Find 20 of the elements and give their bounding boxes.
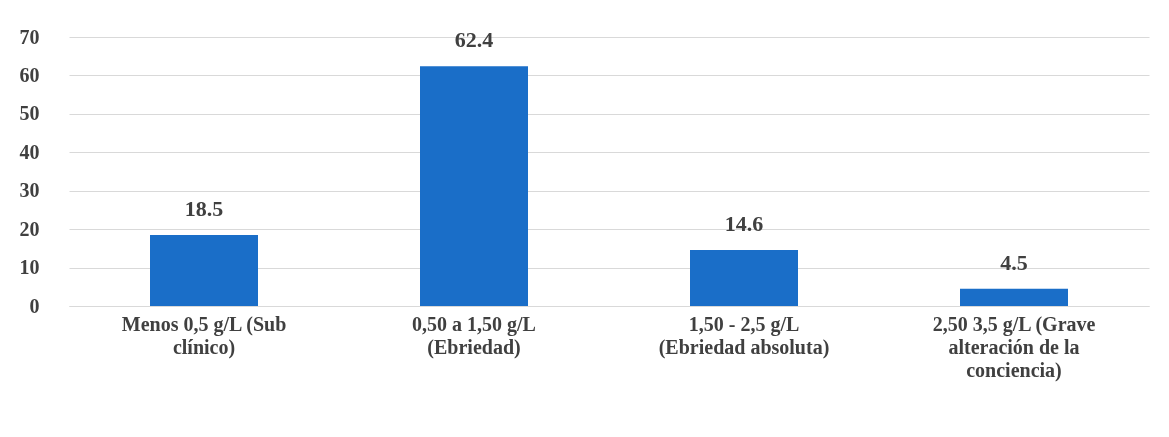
y-tick-label: 60 bbox=[19, 63, 40, 86]
data-label: 62.4 bbox=[454, 27, 494, 53]
bar bbox=[150, 234, 258, 306]
data-label: 4.5 bbox=[1000, 249, 1028, 275]
data-label: 14.6 bbox=[724, 210, 764, 236]
bar bbox=[960, 288, 1068, 306]
y-tick-label: 10 bbox=[19, 256, 40, 279]
y-tick-label: 40 bbox=[19, 140, 40, 163]
x-tick-label: 0,50 a 1,50 g/L (Ebriedad) bbox=[412, 312, 536, 359]
x-tick-label: Menos 0,5 g/L (Sub clínico) bbox=[121, 312, 287, 359]
y-tick-label: 30 bbox=[19, 179, 40, 202]
x-tick-label: 1,50 - 2,5 g/L (Ebriedad absoluta) bbox=[658, 312, 830, 359]
y-tick-label: 70 bbox=[19, 25, 40, 48]
x-tick-label: 2,50 3,5 g/L (Grave alteración de la conciencia) bbox=[932, 312, 1096, 382]
y-tick-label: 0 bbox=[29, 294, 40, 317]
y-tick-label: 20 bbox=[19, 217, 40, 240]
bar bbox=[690, 249, 798, 306]
y-tick-label: 50 bbox=[19, 102, 40, 125]
data-label: 18.5 bbox=[184, 195, 224, 221]
bar bbox=[420, 66, 528, 306]
